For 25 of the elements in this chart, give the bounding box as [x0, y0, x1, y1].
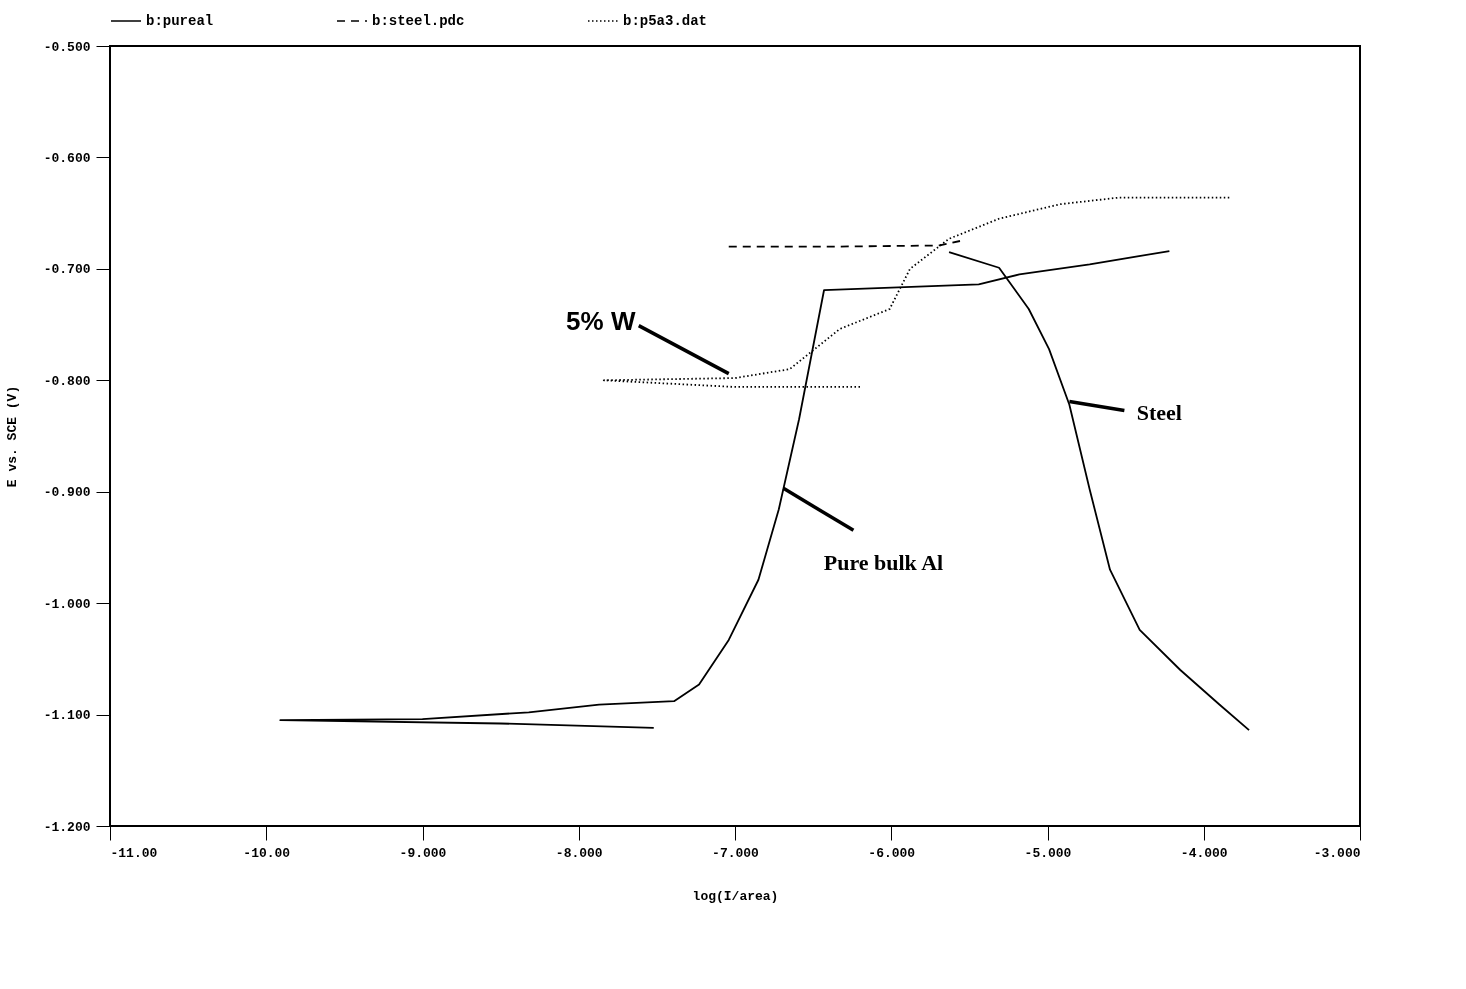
y-tick-label: -0.700	[43, 262, 91, 278]
legend-label: b:steel.pdc	[372, 13, 465, 29]
y-tick-label: -0.900	[43, 485, 91, 501]
y-tick-label: -0.600	[43, 150, 91, 166]
x-tick-label: -9.000	[399, 845, 447, 861]
annotation: Steel	[1136, 400, 1182, 426]
y-tick-label: -0.800	[43, 373, 91, 389]
x-tick-label: -6.000	[868, 845, 916, 861]
y-tick-label: -1.100	[43, 708, 91, 724]
annotation: Pure bulk Al	[823, 550, 944, 576]
x-tick-label: -10.00	[243, 845, 291, 861]
y-tick-label: -1.200	[43, 819, 91, 835]
x-tick-label: -11.00	[110, 845, 158, 861]
x-tick-label: -7.000	[712, 845, 760, 861]
legend-label: b:pureal	[146, 13, 214, 29]
x-axis-title: log(I/area)	[692, 888, 779, 904]
y-axis-title: E vs. SCE (V)	[4, 385, 20, 488]
x-tick-label: -4.000	[1180, 845, 1228, 861]
x-tick-label: -5.000	[1024, 845, 1072, 861]
x-tick-label: -3.000	[1313, 845, 1361, 861]
y-tick-label: -1.000	[43, 596, 91, 612]
y-tick-label: -0.500	[43, 39, 91, 55]
x-tick-label: -8.000	[555, 845, 603, 861]
annotation: 5% W	[566, 305, 636, 336]
legend-label: b:p5a3.dat	[623, 13, 708, 29]
